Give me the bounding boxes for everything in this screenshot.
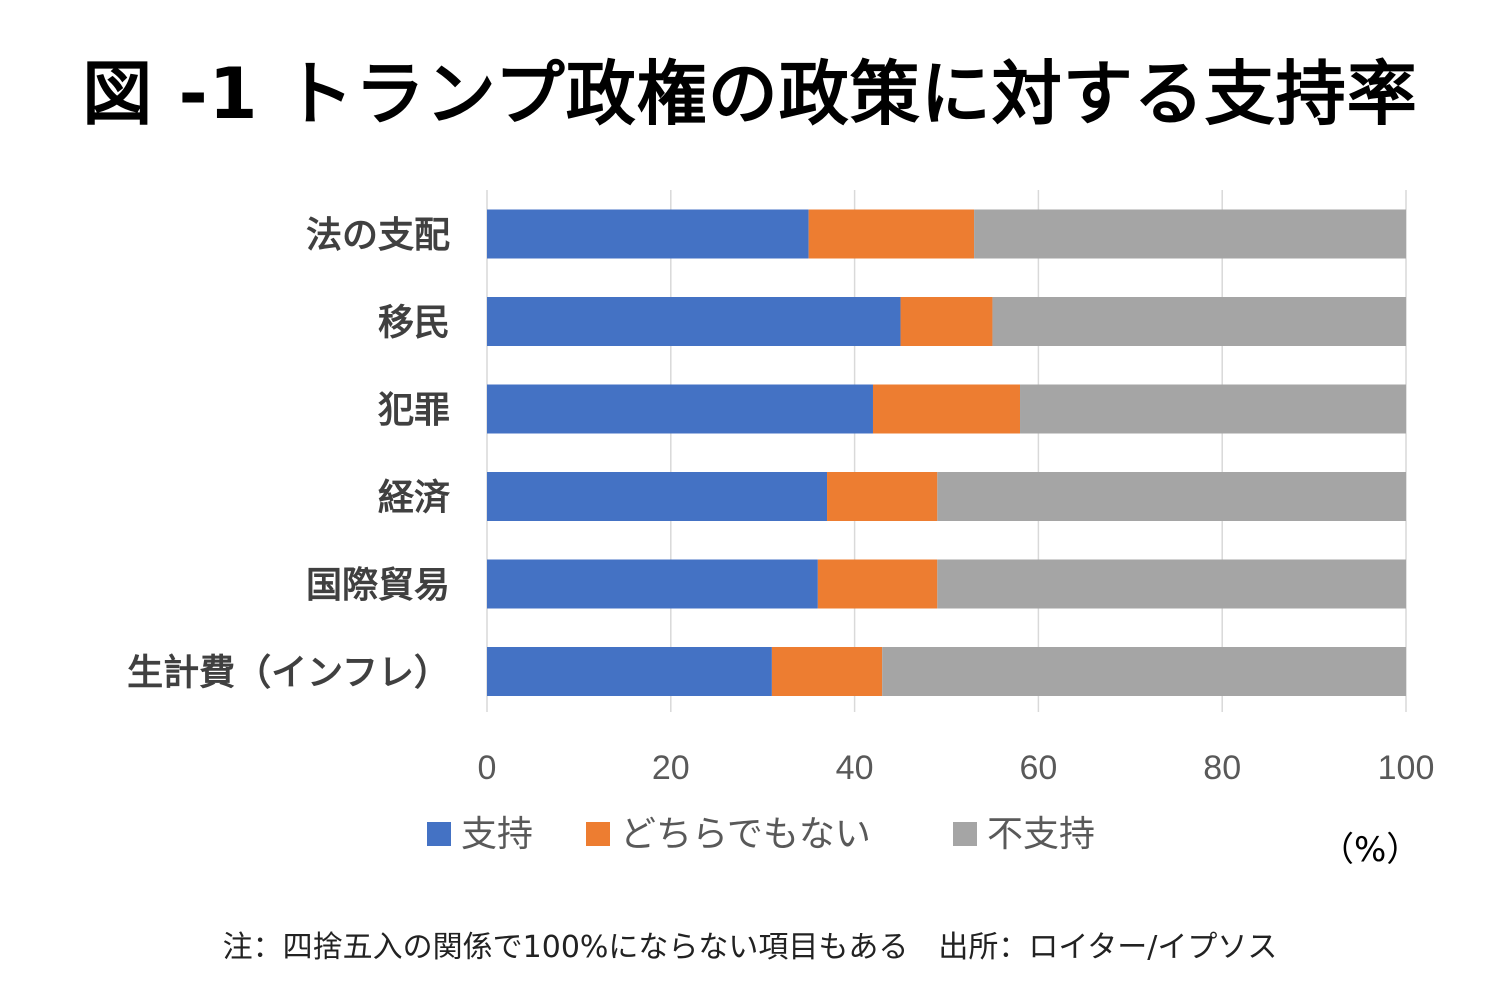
x-tick-labels: 0 20 40 60 80 100 — [478, 749, 1435, 787]
bar-segment — [808, 209, 975, 259]
bar-segment — [487, 472, 828, 521]
bar-segment — [771, 647, 883, 696]
bar-segment — [487, 559, 818, 609]
bar-segment — [827, 472, 938, 521]
bar-segment — [882, 647, 1406, 696]
x-tick-label: 80 — [1203, 749, 1241, 787]
legend-swatch — [586, 822, 610, 846]
category-label: 国際貿易 — [306, 565, 450, 606]
x-tick-label: 20 — [652, 749, 690, 787]
gridlines — [486, 190, 1407, 712]
bar-segment — [487, 384, 873, 434]
bars — [487, 209, 1406, 696]
bar-segment — [872, 384, 1021, 434]
footnote: 注：四捨五入の関係で100%にならない項目もある 出所：ロイター/イプソス — [222, 930, 1278, 965]
legend-label: 不支持 — [987, 814, 1095, 855]
x-tick-label: 100 — [1378, 749, 1435, 787]
x-tick-label: 0 — [478, 749, 497, 787]
category-label: 法の支配 — [306, 215, 450, 256]
bar-segment — [900, 297, 993, 346]
bar-segment — [487, 297, 901, 346]
x-tick-label: 40 — [836, 749, 874, 787]
category-label: 経済 — [378, 478, 450, 519]
bar-segment — [937, 559, 1406, 609]
legend-swatch — [953, 822, 977, 846]
unit-label: （%） — [1320, 830, 1421, 870]
bar-segment — [817, 559, 938, 609]
legend: 支持 どちらでもない 不支持 — [427, 814, 1095, 855]
legend-label: どちらでもない — [620, 814, 871, 855]
category-label: 生計費（インフレ） — [127, 653, 450, 694]
bar-segment — [937, 472, 1406, 521]
legend-label: 支持 — [461, 814, 533, 855]
bar-segment — [487, 209, 809, 259]
chart-title: 図 -1 トランプ政権の政策に対する支持率 — [82, 53, 1418, 135]
category-label: 犯罪 — [378, 390, 450, 431]
legend-swatch — [427, 822, 451, 846]
x-tick-label: 60 — [1019, 749, 1057, 787]
bar-segment — [487, 647, 772, 696]
bar-segment — [974, 209, 1406, 259]
category-label: 移民 — [378, 303, 450, 344]
bar-segment — [992, 297, 1406, 346]
bar-segment — [1020, 384, 1406, 434]
